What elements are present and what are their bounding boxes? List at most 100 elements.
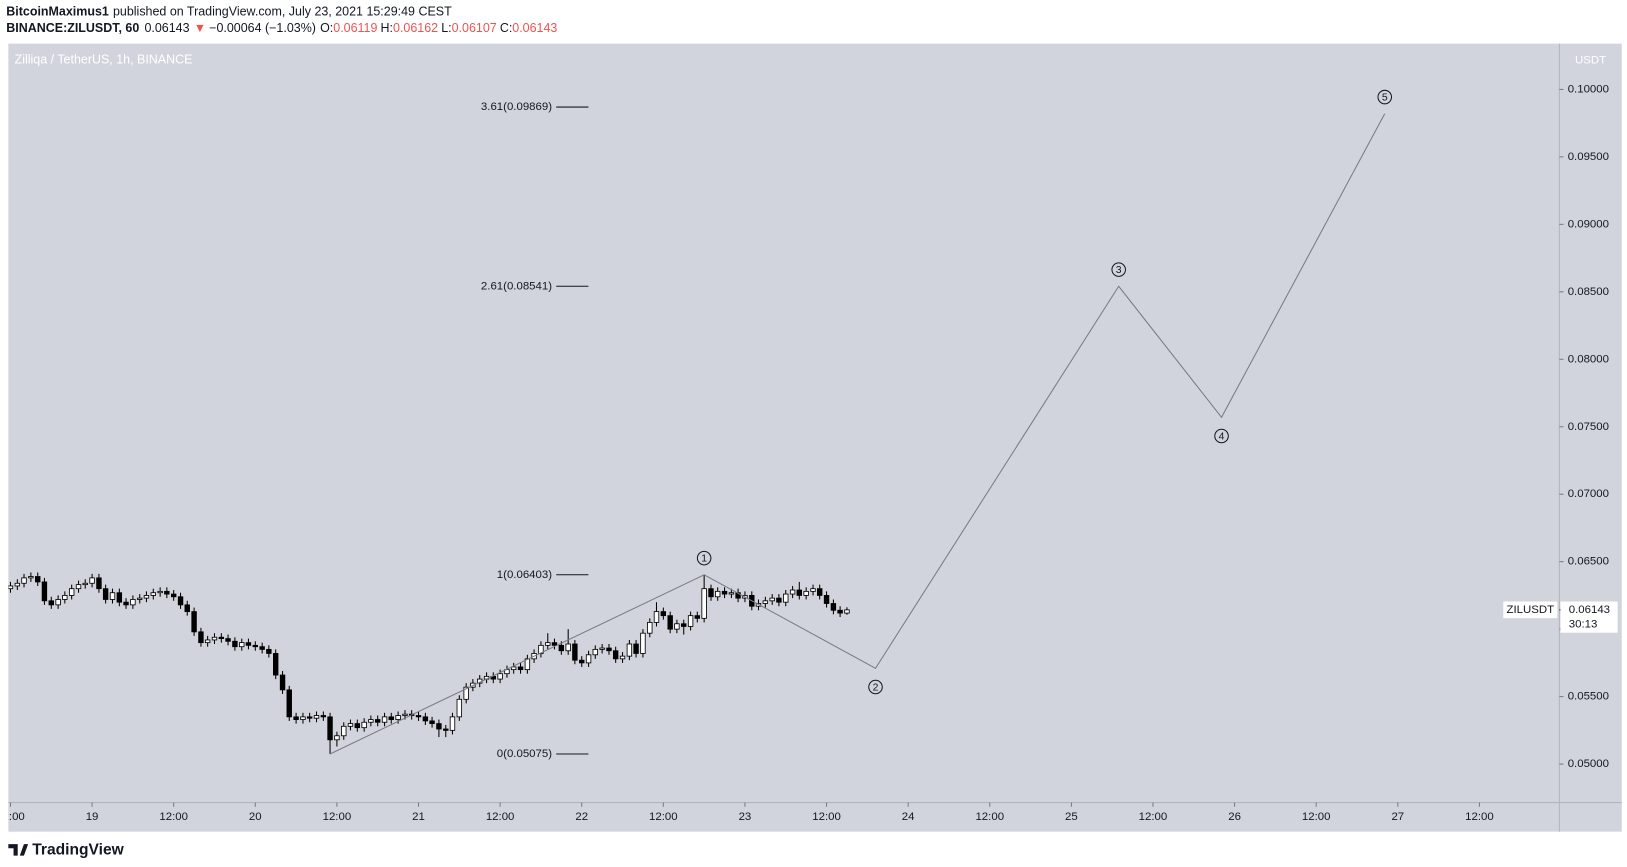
candle-body	[510, 666, 517, 671]
candle-body	[354, 723, 361, 729]
candle-body	[490, 675, 496, 680]
wave-label: 5	[1382, 92, 1388, 103]
author: BitcoinMaximus1	[6, 5, 109, 19]
candle-body	[708, 588, 714, 598]
candle-body	[334, 735, 340, 741]
candle-body	[320, 715, 327, 718]
ohlc-key: O:	[320, 21, 333, 35]
candle-body	[150, 592, 156, 596]
candle-body	[272, 653, 279, 676]
candle-body	[803, 590, 809, 596]
ohlc-key: H:	[381, 21, 393, 35]
candle-body	[402, 713, 408, 716]
x-tick-label: 12:00	[1302, 811, 1331, 823]
ohlc-value: 0.06162	[393, 21, 438, 35]
candle-body	[75, 584, 82, 590]
candle-body	[816, 588, 823, 596]
x-tick-label: 12:00	[159, 811, 188, 823]
ohlc-key: L:	[441, 21, 451, 35]
candle-body	[123, 601, 129, 606]
candle-body	[844, 609, 850, 614]
wave-line	[329, 113, 1386, 755]
x-tick-label: 27	[1391, 811, 1404, 823]
published: published on TradingView.com, July 23, 2…	[113, 5, 452, 19]
fib-label: 0(0.05075)	[497, 748, 552, 760]
candle-body	[830, 603, 837, 611]
candle-body	[599, 647, 605, 650]
wave-marker	[1377, 89, 1393, 105]
candle-body	[789, 589, 796, 595]
candle-body	[21, 577, 27, 584]
candle-body	[837, 609, 843, 614]
candle-body	[701, 588, 707, 619]
candle-body	[565, 643, 571, 652]
ohlc-value: 0.06107	[452, 21, 497, 35]
candle-body	[293, 716, 299, 720]
candle-body	[35, 576, 41, 583]
logo	[8, 844, 29, 856]
candle-body	[762, 600, 769, 604]
y-tick-label: 0.05500	[1568, 691, 1609, 703]
candle-body	[157, 590, 163, 594]
wave-label: 2	[873, 682, 879, 693]
candle-body	[89, 577, 95, 584]
candle-body	[612, 650, 619, 660]
arrow: ▼	[194, 21, 206, 35]
time-axis: 12:00 19 12:00 20 12:00 21 12:00 22 12:00 23 12:00…	[8, 802, 1494, 823]
candle-body	[619, 655, 626, 660]
candle-body	[375, 719, 381, 723]
y-tick-label: 0.09000	[1568, 218, 1609, 230]
candle-body	[232, 640, 238, 648]
y-tick-label: 0.09500	[1568, 151, 1609, 163]
candle-body	[116, 592, 123, 603]
candle-body	[313, 715, 320, 719]
candle-body	[776, 597, 782, 603]
x-tick-label: 12:00	[486, 811, 515, 823]
candle-body	[286, 689, 292, 718]
wave-label: 4	[1219, 431, 1225, 442]
y-tick-label: 0.08500	[1568, 286, 1609, 298]
candle-body	[8, 585, 14, 590]
candle-body	[796, 589, 802, 596]
candle-body	[225, 638, 231, 642]
candle-body	[687, 615, 694, 627]
candle-body	[721, 590, 728, 595]
symbol-tag	[1503, 601, 1558, 619]
candle-body	[164, 590, 170, 595]
candle-body	[783, 593, 789, 603]
y-tick-label: 0.05000	[1568, 758, 1609, 770]
candle-body	[436, 723, 442, 730]
x-tick-label: 12:00	[649, 811, 678, 823]
price: 0.06143	[144, 21, 189, 35]
header-line: BitcoinMaximus1 published on TradingView.…	[6, 5, 452, 19]
candle-body	[28, 576, 34, 579]
chart-title: Zilliqa / TetherUS, 1h, BINANCE	[15, 53, 193, 67]
candle-body	[252, 644, 259, 648]
chart-area	[8, 43, 1622, 832]
candle-body	[68, 588, 75, 596]
candle-body	[647, 621, 653, 634]
symbol-line: BINANCE:ZILUSDT, 60 0.06143 ▼ −0.00064 (−1.…	[6, 21, 557, 35]
candle-body	[55, 599, 61, 606]
x-tick-label: 20	[249, 811, 262, 823]
x-tick-label: 23	[739, 811, 752, 823]
wave-marker	[696, 550, 712, 566]
candle-body	[714, 590, 721, 598]
candle-body	[170, 593, 177, 598]
candle-body	[184, 604, 190, 613]
candle-body	[14, 582, 21, 587]
candle-body	[191, 611, 197, 633]
fib-label: 2.61(0.08541)	[481, 280, 552, 292]
y-tick-label: 0.07000	[1568, 488, 1609, 500]
candle-body	[137, 597, 143, 600]
candle-body	[769, 597, 775, 602]
fib-label: 3.61(0.09869)	[481, 101, 552, 113]
candle-body	[361, 721, 367, 729]
price-tag	[1560, 601, 1618, 633]
candle-body	[381, 716, 388, 723]
x-tick-label: 24	[902, 811, 915, 823]
candle-body	[606, 647, 612, 652]
candle-body	[592, 648, 598, 656]
x-tick-label: 12:00	[975, 811, 1004, 823]
